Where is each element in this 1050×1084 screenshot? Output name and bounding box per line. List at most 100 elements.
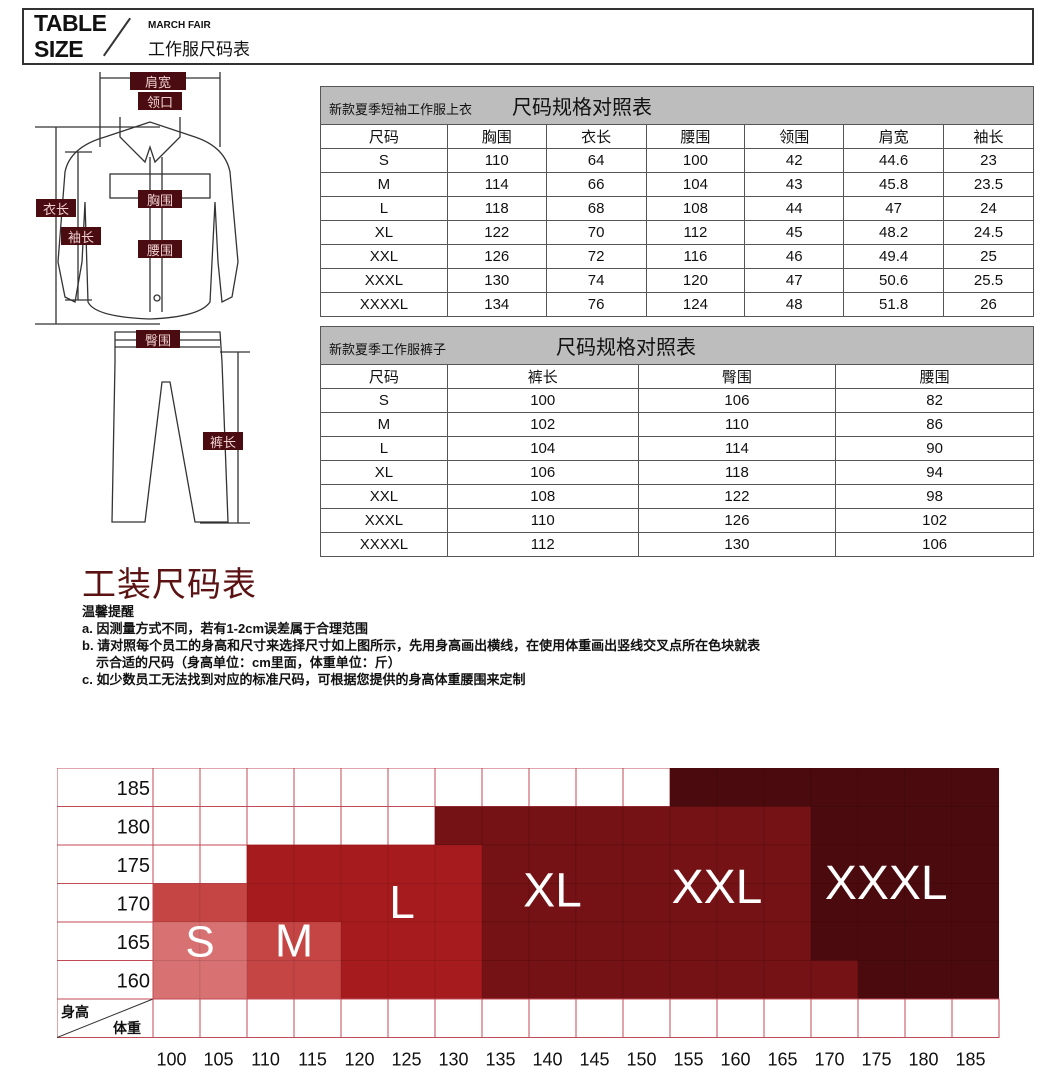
pants-table-title: 新款夏季工作服裤子 尺码规格对照表 [320, 326, 1034, 365]
weight-tick-label: 155 [673, 1050, 703, 1070]
weight-tick-label: 130 [438, 1050, 468, 1070]
header-english-title: TABLE SIZE [34, 10, 107, 62]
height-label-cell [57, 960, 154, 1000]
weight-tick-label: 165 [767, 1050, 797, 1070]
weight-tick-label: 120 [344, 1050, 374, 1070]
table-cell: 112 [446, 532, 639, 557]
weight-empty-cell [716, 998, 765, 1038]
table-cell: L [320, 436, 448, 461]
weight-tick-label: 115 [298, 1050, 327, 1070]
table-cell: 82 [835, 388, 1034, 413]
table-cell: 126 [637, 508, 837, 533]
size-cell [340, 960, 389, 1000]
size-cell [857, 883, 906, 923]
note-a: a. 因测量方式不同，若有1-2cm误差属于合理范围 [82, 621, 369, 636]
size-cell [951, 921, 1000, 961]
size-cell [716, 960, 765, 1000]
size-cell [528, 844, 577, 884]
height-tick-label: 165 [117, 932, 150, 954]
size-cell [293, 883, 342, 923]
size-cell [951, 844, 1000, 884]
size-cell [246, 960, 295, 1000]
table-cell: XXXL [320, 268, 448, 293]
weight-tick-label: 110 [251, 1050, 280, 1070]
weight-tick-label: 105 [203, 1050, 233, 1070]
table-cell: 102 [835, 508, 1034, 533]
table-cell: 86 [835, 412, 1034, 437]
notes: 温馨提醒 a. 因测量方式不同，若有1-2cm误差属于合理范围 b. 请对照每个… [82, 603, 760, 688]
header-chinese-title: 工作服尺码表 [148, 40, 250, 59]
size-cell [293, 768, 342, 807]
size-cell [575, 844, 624, 884]
pants-table-heading: 尺码规格对照表 [556, 337, 697, 359]
size-zone-label: XXL [672, 861, 763, 914]
size-cell [716, 806, 765, 846]
label-sleeve-length: 袖长 [61, 227, 101, 245]
size-cell [434, 883, 483, 923]
table-cell: S [320, 388, 448, 413]
size-cell [810, 960, 859, 1000]
table-cell: XXXL [320, 508, 448, 533]
label-pants-length: 裤长 [203, 432, 243, 450]
weight-empty-cell [763, 998, 812, 1038]
table-row: M 102 110 86 [320, 412, 1034, 437]
size-cell [246, 806, 295, 846]
size-cell [387, 844, 436, 884]
table-cell: XXXXL [320, 532, 448, 557]
notes-title: 温馨提醒 [82, 604, 135, 619]
height-tick-label: 185 [117, 778, 150, 800]
table-cell: 94 [835, 460, 1034, 485]
size-cell [199, 921, 248, 961]
guide-title: 工装尺码表 [82, 566, 257, 604]
table-cell: 110 [446, 148, 547, 173]
size-cell [340, 883, 389, 923]
table-cell: 110 [637, 412, 837, 437]
table-cell: 124 [645, 292, 746, 317]
height-tick-label: 175 [117, 855, 150, 877]
table-cell: 120 [645, 268, 746, 293]
header-banner: TABLE SIZE MARCH FAIR 工作服尺码表 [22, 8, 1034, 65]
table-cell: 108 [645, 196, 746, 221]
table-cell: 45.8 [843, 172, 945, 197]
size-cell [716, 844, 765, 884]
size-cell [481, 768, 530, 807]
table-row: XXXL 110 126 102 [320, 508, 1034, 533]
table-cell: XL [320, 460, 448, 485]
weight-empty-cell [387, 998, 436, 1038]
size-zone-label: XL [523, 865, 582, 918]
table-cell: 44 [744, 196, 845, 221]
label-garment-length: 衣长 [36, 199, 76, 217]
size-cell [622, 844, 671, 884]
size-zone-label: L [389, 876, 415, 928]
size-cell [528, 960, 577, 1000]
size-cell [340, 921, 389, 961]
weight-empty-cell [528, 998, 577, 1038]
size-cell [152, 883, 201, 923]
table-header-row: 尺码 裤长 臀围 腰围 [320, 364, 1034, 389]
size-cell [857, 960, 906, 1000]
table-cell: 42 [744, 148, 845, 173]
table-cell: 43 [744, 172, 845, 197]
size-cell [387, 806, 436, 846]
size-cell [810, 883, 859, 923]
weight-empty-cell [293, 998, 342, 1038]
size-cell [669, 806, 718, 846]
size-cell [763, 921, 812, 961]
label-shoulder-width: 肩宽 [130, 72, 186, 90]
weight-empty-cell [246, 998, 295, 1038]
size-cell [763, 844, 812, 884]
table-cell: 114 [446, 172, 547, 197]
weight-tick-label: 185 [955, 1050, 985, 1070]
table-cell: 尺码 [320, 364, 448, 389]
table-cell: 130 [637, 532, 837, 557]
weight-empty-cell [951, 998, 1000, 1038]
table-cell: 胸围 [446, 124, 547, 149]
table-cell: 衣长 [545, 124, 647, 149]
size-cell [152, 960, 201, 1000]
table-cell: 112 [645, 220, 746, 245]
size-cell [951, 960, 1000, 1000]
table-cell: 68 [545, 196, 647, 221]
table-cell: M [320, 412, 448, 437]
height-tick-label: 160 [117, 971, 150, 993]
size-cell [575, 768, 624, 807]
